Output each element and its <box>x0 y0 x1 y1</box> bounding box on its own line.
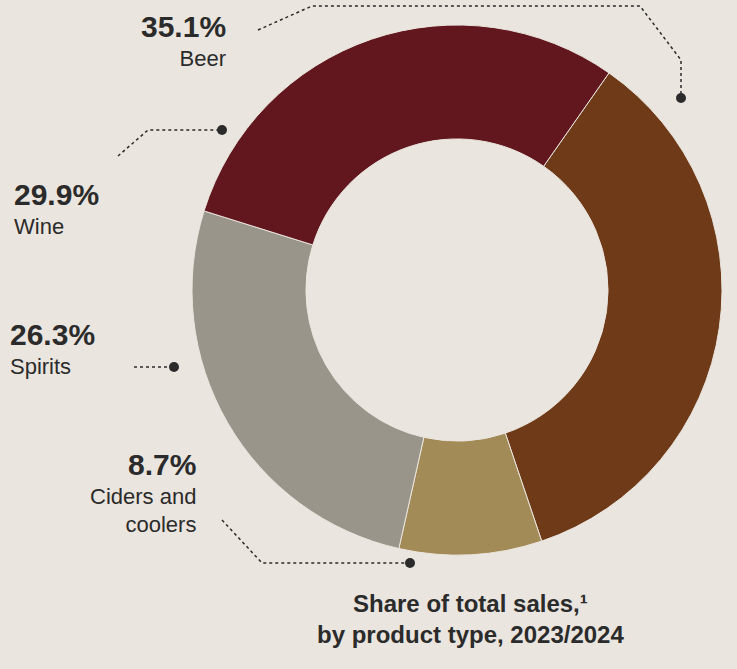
svg-text:8.7%Ciders andcoolers: 8.7%Ciders andcoolers <box>90 448 196 537</box>
svg-text:29.9%Wine: 29.9%Wine <box>14 178 99 239</box>
svg-text:35.1%Beer: 35.1%Beer <box>141 10 226 71</box>
svg-text:26.3%Spirits: 26.3%Spirits <box>10 318 95 379</box>
svg-text:Share of total sales,¹by produ: Share of total sales,¹by product type, 2… <box>317 590 624 648</box>
